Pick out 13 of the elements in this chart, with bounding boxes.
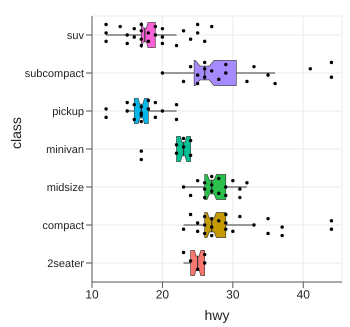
y-axis-title: class <box>8 117 24 149</box>
y-tick-label: minivan <box>46 144 84 156</box>
y-tick-label: subcompact <box>24 68 84 80</box>
y-tick-label: suv <box>66 30 84 42</box>
x-axis-title: hwy <box>204 307 230 323</box>
y-tick-label: compact <box>42 220 84 232</box>
y-tick-label: 2seater <box>47 258 84 270</box>
x-tick-label: 40 <box>296 288 310 302</box>
y-tick-label: pickup <box>52 106 84 118</box>
x-tick-label: 10 <box>85 288 99 302</box>
x-tick-label: 20 <box>156 288 170 302</box>
y-tick-label: midsize <box>46 182 84 194</box>
x-tick-label: 30 <box>226 288 240 302</box>
